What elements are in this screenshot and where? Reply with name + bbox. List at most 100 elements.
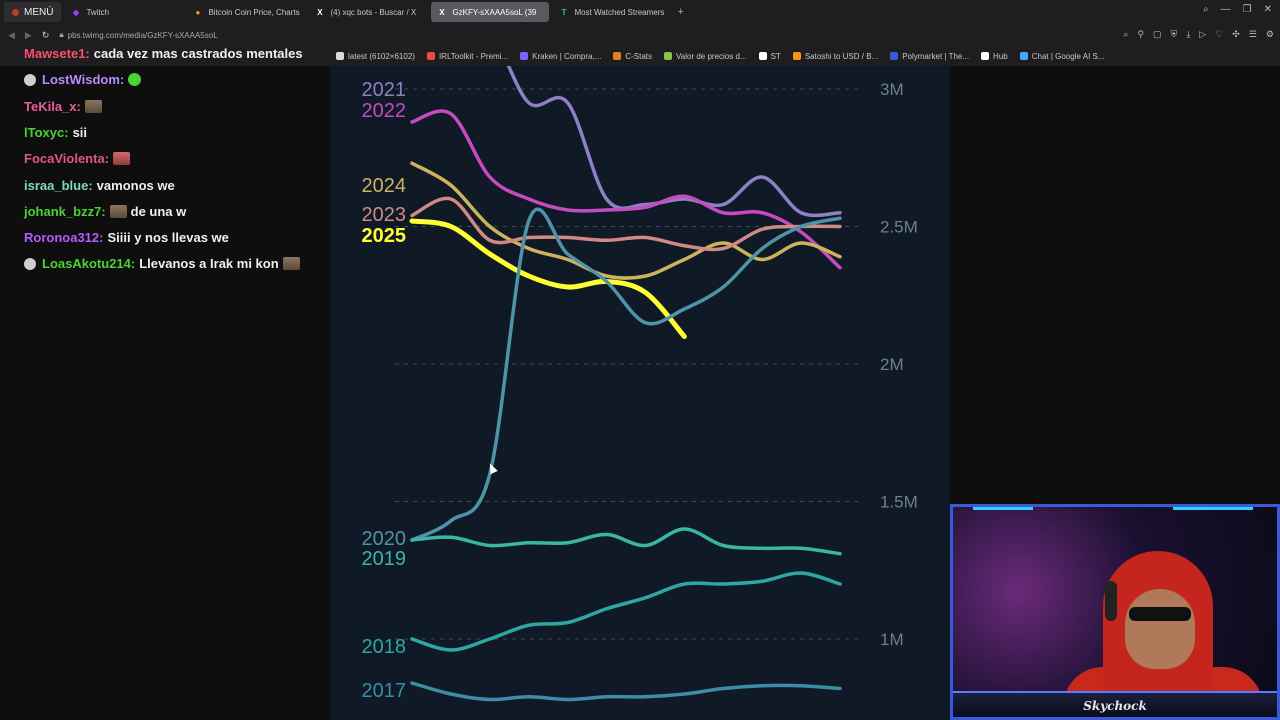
chat-colon: : [76,98,81,114]
bookmark-favicon-icon [890,52,899,60]
bookmark-item[interactable]: Chat | Google AI S... [1019,51,1105,61]
chat-text: Llevanos a Irak mi kon [139,256,279,272]
chat-message: Roronoa312: Siiii y nos llevas we [24,230,229,245]
tab-label: (4) xqc bots - Buscar / X [330,7,417,17]
chat-message: Mawsete1: cada vez mas castrados mentales [24,46,303,61]
chat-username[interactable]: israa_blue [24,177,89,193]
pin-icon[interactable]: ⚲ [1137,29,1145,39]
bookmark-item[interactable]: Hub [981,52,1008,61]
chat-message: TeKila_x: [24,99,102,114]
chat-message: LostWisdom: [24,72,142,88]
extensions-icon[interactable]: ✣ [1232,29,1240,39]
tab-label: GzKFY-sXAAA5soL (39 [452,7,537,17]
chat-emote-icon [109,204,127,218]
chat-colon: : [130,256,136,272]
y-tick-label: 2M [880,355,904,374]
chat-username[interactable]: LoasAkotu214 [42,256,131,272]
browser-tab[interactable]: T Most Watched Streamers [553,2,671,22]
bookmark-label: Chat | Google AI S... [1031,51,1105,61]
browser-tab[interactable]: ● Bitcoin Coin Price, Charts [187,2,305,22]
bookmark-favicon-icon [664,52,673,60]
streamer-logo: Skychock [1083,699,1147,713]
bookmark-item[interactable]: C-Stats [613,52,652,61]
snapshot-icon[interactable]: ▢ [1153,29,1162,39]
tab-label: Twitch [86,7,110,17]
bookmark-item[interactable]: Polymarket | The... [890,52,969,61]
x-icon: X [439,7,445,17]
bookmark-item[interactable]: ST [758,52,781,61]
new-tab-button[interactable]: + [677,6,684,18]
browser-tab[interactable]: X (4) xqc bots - Buscar / X [309,2,427,22]
bookmark-label: latest (6102×6102) [348,51,415,61]
bookmark-item[interactable]: Kraken | Compra,... [520,52,601,61]
tab-label: Most Watched Streamers [574,7,665,17]
chat-username[interactable]: Roronoa312 [24,230,100,246]
tab-bar: MENÚ ◆ Twitch ● Bitcoin Coin Price, Charts X… [0,0,1280,24]
webcam-frame-bottom [953,691,1277,717]
chat-username[interactable]: LostWisdom [42,72,120,88]
download-icon[interactable]: ⤓ [1186,29,1191,39]
bookmark-label: Valor de precios d... [676,51,747,61]
opera-logo-icon [12,8,19,16]
reload-icon[interactable]: ↻ [41,29,50,40]
bookmark-favicon-icon [981,52,990,60]
bookmark-label: C-Stats [625,51,653,61]
search-tabs-icon[interactable]: ⌕ [1203,4,1209,15]
shield-icon[interactable]: ⛨ [1170,29,1178,39]
address-bar: ◀ ▶ ↻ 🔒︎ pbs.twimg.com/media/GzKFY-sXAAA… [0,24,1280,46]
lock-icon: 🔒︎ [59,30,64,39]
bookmark-label: Kraken | Compra,... [532,51,602,61]
bookmark-item[interactable]: Satoshi to USD / B... [792,51,879,61]
forward-icon[interactable]: ▶ [24,29,32,40]
chat-username[interactable]: johank_bzz7 [24,203,102,219]
bookmark-favicon-icon [426,52,435,60]
settings-icon[interactable]: ⚙ [1265,29,1274,39]
browser-menu-button[interactable]: MENÚ [4,2,62,22]
series-line-2019 [410,527,842,556]
chat-colon: : [85,46,90,61]
browser-tab[interactable]: X GzKFY-sXAAA5soL (39 [431,2,550,22]
play-icon[interactable]: ▷ [1199,29,1207,39]
chat-colon: : [88,177,93,193]
led-strip [973,507,1033,510]
browser-tab[interactable]: ◆ Twitch [65,2,183,22]
series-label-2024: 2024 [362,175,407,197]
easy-setup-icon[interactable]: ☰ [1248,29,1257,39]
chat-text: sii [72,124,88,140]
series-label-2023: 2023 [362,204,407,226]
chat-username[interactable]: lToxyc [24,124,65,140]
minimize-button[interactable]: — [1220,4,1231,15]
restore-button[interactable]: ❐ [1242,4,1252,15]
chat-colon: : [119,72,125,88]
close-window-button[interactable]: ✕ [1263,4,1272,15]
series-label-2019: 2019 [362,548,407,570]
bitcoin-icon: ● [195,7,201,17]
bookmark-favicon-icon [1019,52,1028,60]
chat-username[interactable]: TeKila_x [24,98,77,114]
window-controls: ⌕ — ❐ ✕ [1203,4,1272,15]
heart-icon[interactable]: ♡ [1215,29,1224,39]
chat-username[interactable]: FocaViolenta [24,151,105,167]
series-line-2022 [410,109,842,270]
bookmarks-bar: latest (6102×6102) IRLToolkit - Premi... K… [0,46,1280,66]
bookmark-favicon-icon [520,52,529,60]
bookmark-item[interactable]: Valor de precios d... [664,52,747,61]
streamer-face [1125,589,1195,669]
bookmark-label: Satoshi to USD / B... [804,51,879,61]
bookmark-item[interactable]: latest (6102×6102) [336,52,415,61]
chat-colon: : [99,230,104,246]
bookmark-item[interactable]: IRLToolkit - Premi... [426,52,508,61]
series-label-2025: 2025 [362,225,407,247]
tt-icon: T [561,7,567,17]
chat-username[interactable]: Mawsete1 [24,46,86,61]
chat-colon: : [104,151,110,167]
chat-message: lToxyc: sii [24,125,87,140]
chat-emote-icon [113,152,131,166]
url-field[interactable]: 🔒︎ pbs.twimg.com/media/GzKFY-sXAAA5soL [59,30,217,40]
back-icon[interactable]: ◀ [8,29,15,40]
led-strip [1173,507,1253,510]
series-label-2020: 2020 [362,528,407,550]
chat-message: FocaViolenta: [24,151,131,167]
zoom-icon[interactable]: ⌕ [1123,29,1129,39]
series-line-2025 [409,218,687,339]
